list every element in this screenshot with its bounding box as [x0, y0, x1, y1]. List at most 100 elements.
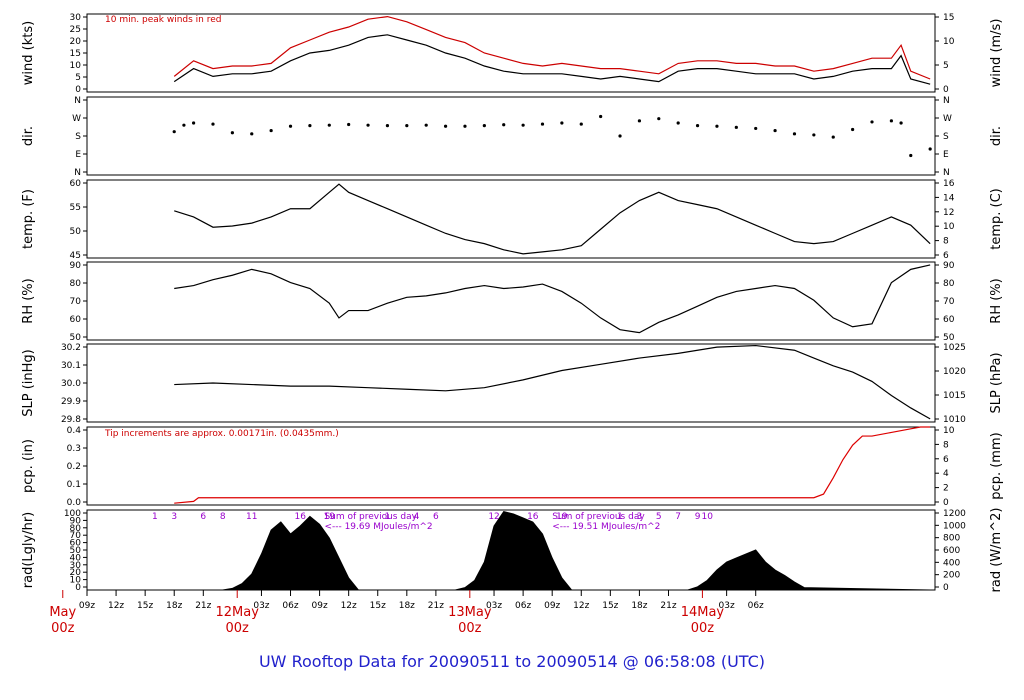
y-tick-label-right: 6: [943, 251, 949, 261]
data-point: [812, 133, 816, 137]
series-line-0: [174, 426, 931, 504]
data-point: [172, 130, 176, 134]
hour-marker: 19: [556, 512, 568, 522]
data-point: [734, 125, 738, 129]
y-tick-label-right: W: [943, 114, 952, 124]
y-tick-label-right: E: [943, 150, 949, 160]
data-point: [288, 124, 293, 128]
y-tick-label-left: 70: [70, 531, 82, 541]
date-label-day: 12May: [216, 605, 260, 620]
data-point: [657, 117, 661, 121]
data-point: [754, 126, 758, 131]
y-tick-label-right: N: [943, 96, 950, 106]
daily-sum-label: Sum of previous day: [324, 512, 417, 522]
y-tick-label-left: W: [72, 114, 81, 124]
y-tick-label-right: 12: [943, 208, 954, 218]
y-tick-label-right: 16: [943, 179, 955, 189]
y-tick-label-left: 0.4: [67, 426, 82, 436]
panel-frame: [86, 179, 936, 259]
y-tick-label-left: 29.8: [61, 415, 81, 425]
y-tick-label-left: 45: [70, 251, 81, 261]
daily-sum-value: <--- 19.51 MJoules/m^2: [552, 522, 660, 532]
x-tick-label: 21z: [428, 601, 444, 611]
data-point: [540, 122, 545, 126]
hour-marker: 16: [294, 512, 306, 522]
data-point: [482, 124, 486, 128]
daily-sum-label: Sum of previous day: [552, 512, 645, 522]
data-point: [347, 122, 351, 127]
y-tick-label-left: 90: [70, 261, 82, 271]
data-point: [192, 121, 196, 125]
y-tick-label-right: 90: [943, 261, 955, 271]
y-tick-label-right: 1020: [943, 367, 966, 377]
y-tick-label-left: 10: [70, 61, 82, 71]
y-tick-label-right: 80: [943, 279, 955, 289]
y-tick-label-right: 14: [943, 193, 955, 203]
hour-marker: 6: [200, 512, 206, 522]
y-tick-label-left: 80: [70, 524, 82, 534]
data-point: [463, 124, 467, 128]
y-axis-label-left: RH (%): [21, 278, 36, 323]
y-tick-label-left: 50: [70, 546, 82, 556]
x-tick-label: 09z: [544, 601, 560, 611]
y-tick-label-left: 30: [70, 13, 82, 23]
y-axis-label-right: SLP (hPa): [989, 352, 1004, 413]
hour-marker: 4: [414, 512, 420, 522]
y-axis-label-right: rad (W/m^2): [989, 508, 1004, 593]
x-tick-label: 06z: [282, 601, 298, 611]
y-tick-label-left: 20: [70, 568, 82, 578]
data-point: [308, 124, 312, 128]
y-tick-label-left: 60: [70, 179, 82, 189]
data-point: [521, 123, 525, 127]
data-point: [230, 131, 234, 135]
y-tick-label-right: 70: [943, 297, 955, 307]
data-point: [405, 124, 409, 128]
y-tick-label-right: S: [943, 132, 949, 142]
hour-marker: 10: [702, 512, 714, 522]
data-point: [599, 114, 603, 119]
data-point: [618, 134, 622, 138]
panel-frame: [86, 13, 936, 93]
x-tick-label: 09z: [312, 601, 328, 611]
series-line-0: [174, 344, 931, 420]
panel-frame: [86, 261, 936, 341]
data-point: [715, 124, 719, 128]
hour-marker: 3: [171, 512, 177, 522]
y-tick-label-right: N: [943, 168, 950, 178]
y-axis-label-right: dir.: [989, 126, 1004, 146]
y-tick-label-left: S: [75, 132, 81, 142]
y-tick-label-right: 8: [943, 237, 949, 247]
y-tick-label-right: 1200: [943, 509, 966, 519]
data-point: [443, 124, 448, 128]
y-tick-label-left: 30.0: [61, 379, 81, 389]
data-point: [909, 153, 913, 158]
data-point: [851, 127, 855, 132]
y-tick-label-left: N: [74, 168, 81, 178]
data-point: [637, 119, 642, 123]
series-line-0: [174, 183, 931, 255]
date-label-day: May: [49, 605, 76, 620]
y-axis-label-left: temp. (F): [21, 189, 36, 249]
x-tick-label: 15z: [370, 601, 386, 611]
data-point: [889, 119, 893, 123]
hour-marker: 12: [488, 512, 499, 522]
x-tick-label: 18z: [166, 601, 182, 611]
y-tick-label-left: 0.1: [67, 480, 81, 490]
y-tick-label-left: 25: [70, 25, 81, 35]
daily-sum-value: <--- 19.69 MJoules/m^2: [324, 522, 432, 532]
y-tick-label-left: 70: [70, 297, 82, 307]
y-tick-label-left: 100: [64, 509, 81, 519]
y-tick-label-right: 10: [943, 426, 955, 436]
y-tick-label-left: 30.1: [61, 361, 81, 371]
x-tick-label: 15z: [602, 601, 618, 611]
data-point: [831, 135, 835, 139]
y-tick-label-left: 29.9: [61, 397, 81, 407]
y-tick-label-right: 0: [943, 583, 949, 593]
hour-marker: 9: [695, 512, 701, 522]
data-point: [182, 123, 186, 127]
hour-marker: 16: [527, 512, 539, 522]
y-tick-label-left: 60: [70, 315, 82, 325]
y-tick-label-left: 40: [70, 553, 82, 563]
y-tick-label-left: 30: [70, 561, 82, 571]
